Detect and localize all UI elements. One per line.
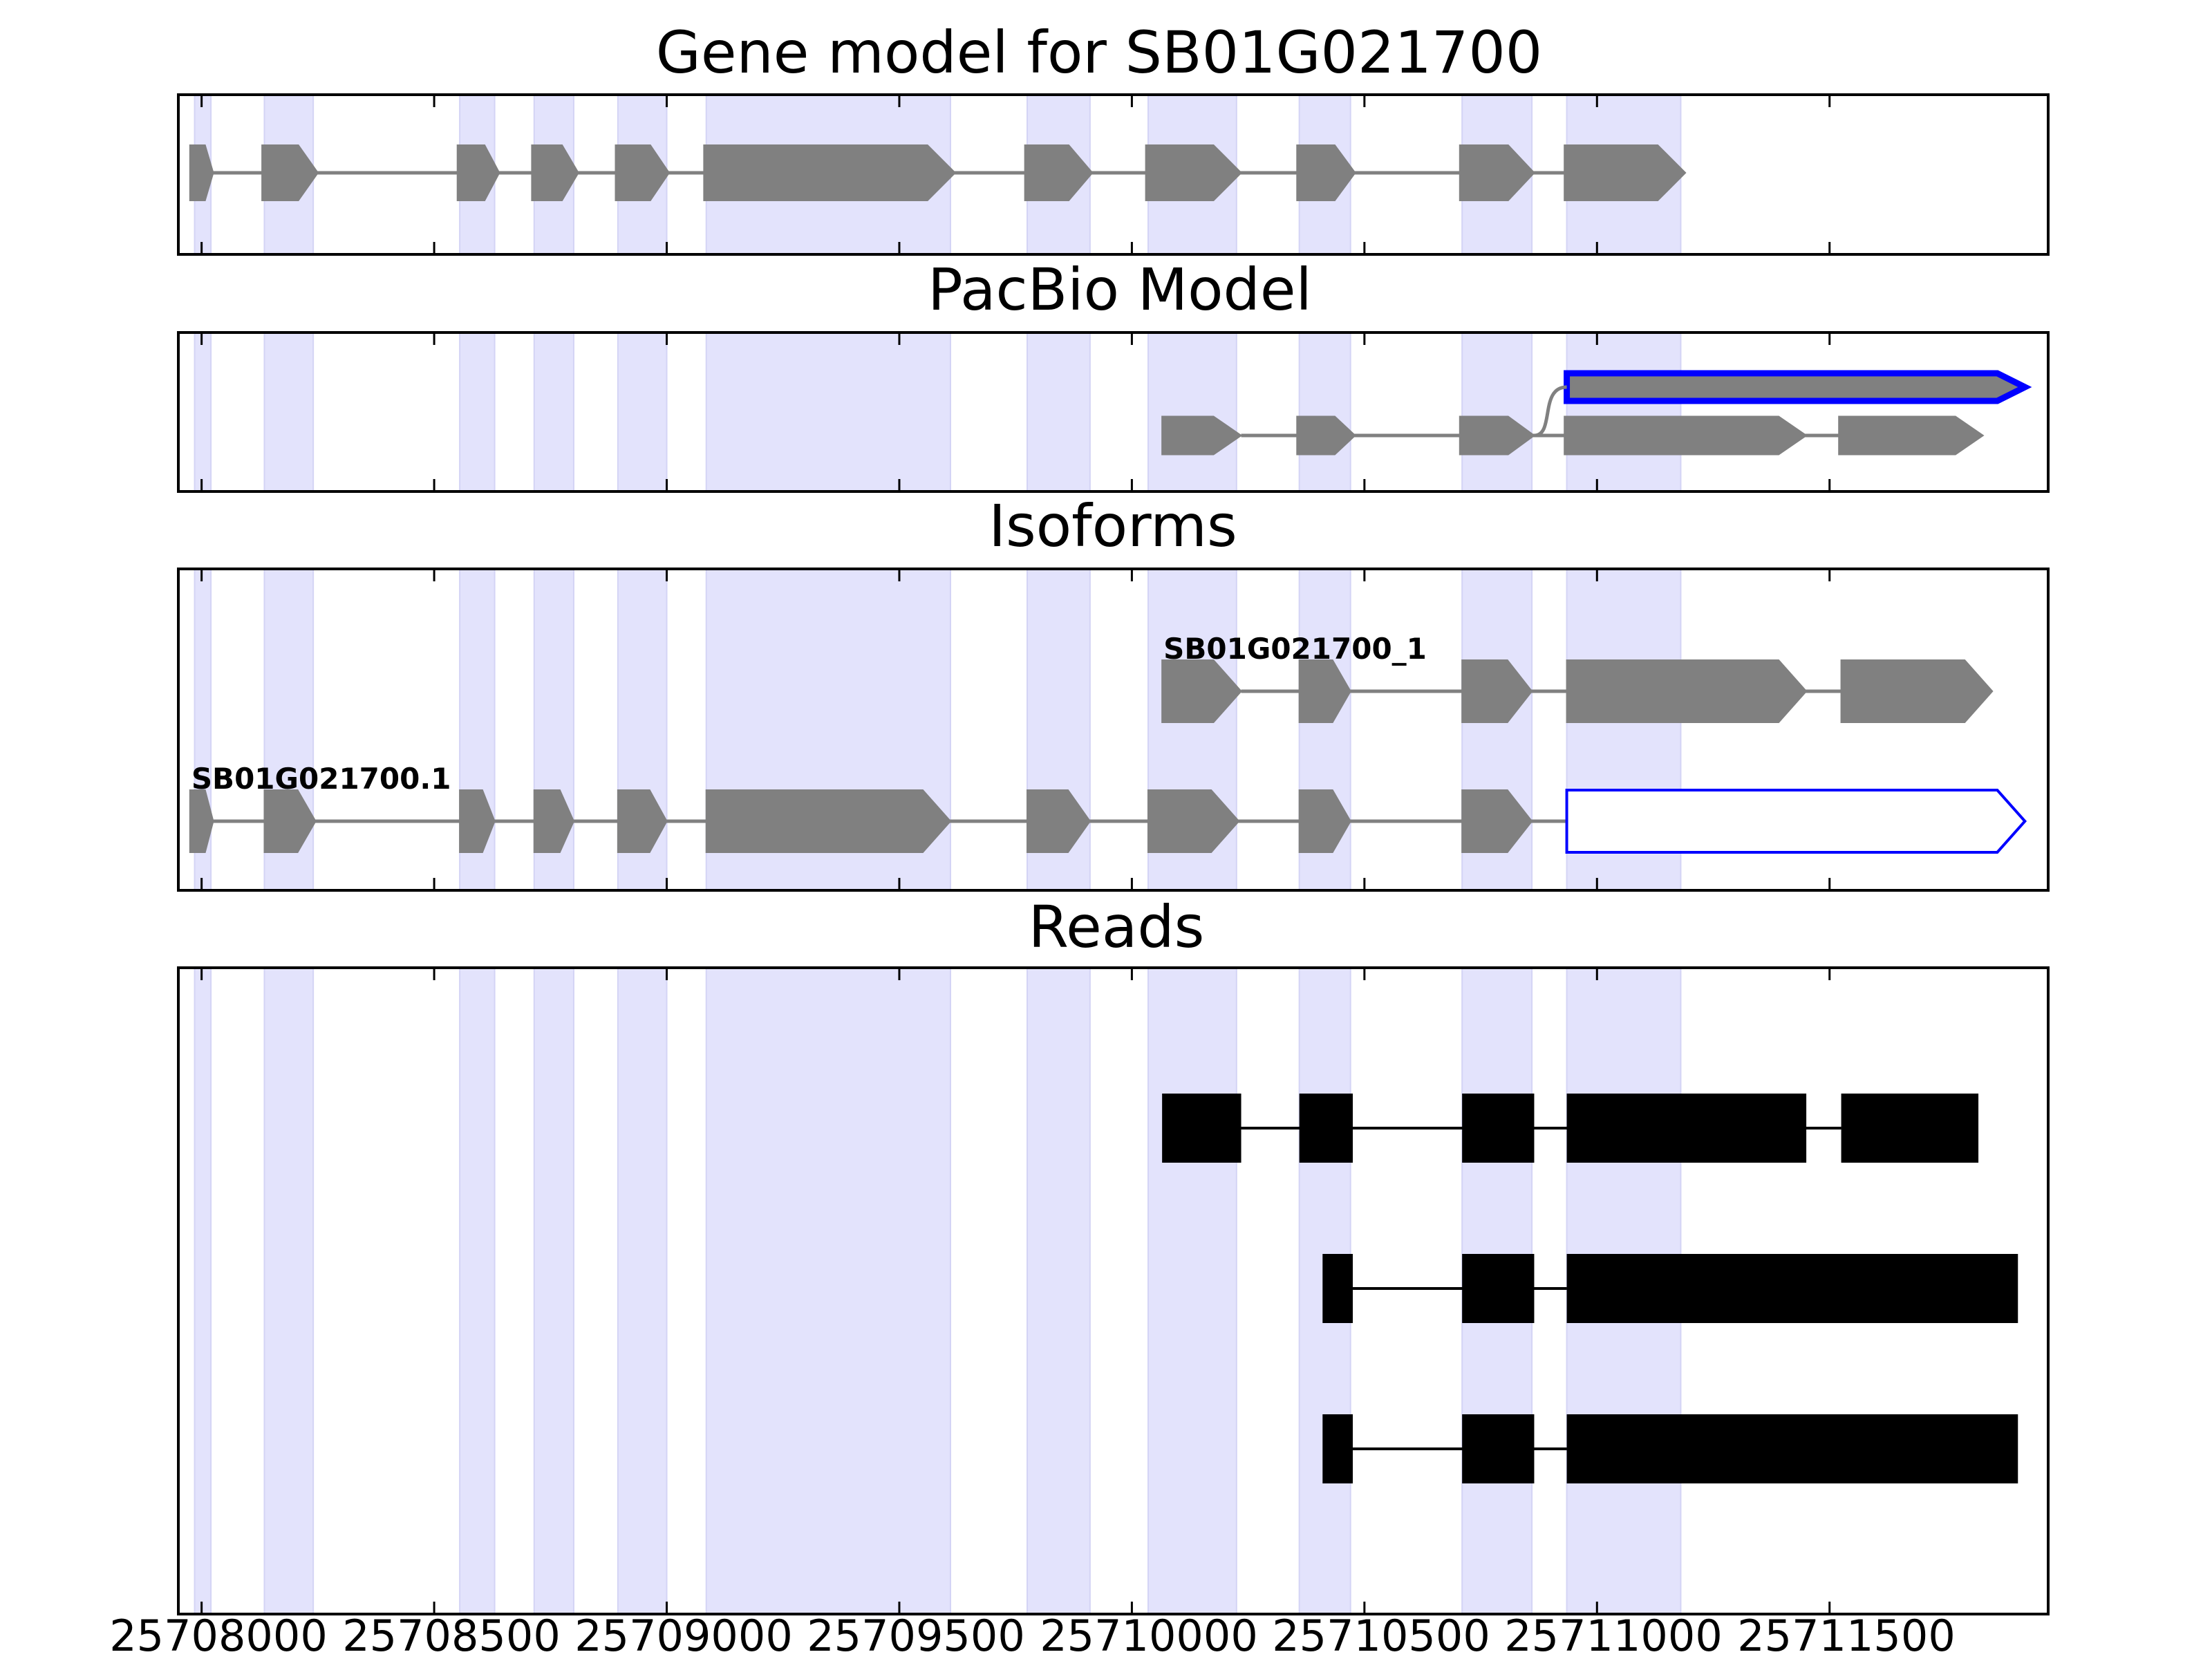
exon-arrow	[1296, 415, 1356, 456]
x-tick-label: 25709000	[574, 1611, 793, 1659]
panel-frame	[177, 966, 2050, 1615]
exon-region-shade	[617, 967, 668, 1615]
panel-pacbio-model: PacBio Model	[177, 256, 2050, 493]
isoform-label: SB01G021700.1	[191, 762, 451, 796]
panel-frame	[177, 331, 2050, 493]
x-tick-label: 25710500	[1272, 1611, 1490, 1659]
read-exon-block	[1322, 1254, 1353, 1323]
x-tick-label: 25710000	[1040, 1611, 1258, 1659]
exon-region-shade	[1147, 332, 1237, 492]
panel-frame	[177, 93, 2050, 256]
exon-arrow	[1459, 415, 1536, 456]
exon-arrow	[189, 144, 214, 201]
exon-region-shade	[533, 967, 574, 1615]
read-exon-block	[1841, 1094, 1979, 1163]
panel-contents	[177, 93, 2050, 256]
exon-region-shade	[459, 967, 496, 1615]
exon-arrow	[705, 789, 952, 853]
read-exon-block	[1299, 1094, 1353, 1163]
exon-region-shade	[617, 332, 668, 492]
exon-arrow	[456, 144, 500, 201]
exon-arrow	[1161, 659, 1242, 723]
read-exon-block	[1462, 1094, 1535, 1163]
exon-arrow	[1461, 789, 1533, 853]
exon-arrow	[1566, 659, 1808, 723]
exon-region-shade	[263, 332, 315, 492]
exon-arrow	[1027, 789, 1091, 853]
exon-arrow	[531, 144, 579, 201]
panel-title-gene-model: Gene model for SB01G021700	[656, 19, 1542, 86]
exon-region-shade	[1147, 967, 1237, 1615]
exon-arrow	[1564, 144, 1687, 201]
x-tick-label: 25708000	[109, 1611, 328, 1659]
exon-region-shade	[1461, 332, 1533, 492]
exon-region-shade	[705, 967, 951, 1615]
exon-arrow	[263, 789, 317, 853]
panel-title-pacbio-model: PacBio Model	[928, 256, 1312, 324]
exon-arrow	[1459, 144, 1535, 201]
exon-region-shade	[1566, 332, 1682, 492]
exon-region-shade	[705, 332, 951, 492]
panel-contents	[177, 966, 2050, 1615]
read-exon-block	[1566, 1094, 1807, 1163]
panel-isoforms: Isoforms SB01G021700.1 SB01G021700_1	[177, 492, 2050, 892]
exon-arrow	[1564, 415, 1808, 456]
exon-arrow	[459, 789, 496, 853]
exon-region-shade	[459, 332, 496, 492]
x-tick-label: 25711500	[1737, 1611, 1956, 1659]
exon-region-shade	[263, 967, 315, 1615]
connector-curve	[1534, 385, 1567, 438]
highlighted-exon	[1565, 789, 2027, 854]
exon-arrow	[615, 144, 671, 201]
exon-arrow	[1024, 144, 1094, 201]
exon-arrow	[1298, 659, 1351, 723]
read-exon-block	[1566, 1254, 2018, 1323]
read-exon-block	[1162, 1094, 1241, 1163]
exon-region-shade	[1027, 332, 1091, 492]
read-exon-block	[1566, 1414, 2018, 1483]
exon-region-shade	[194, 332, 212, 492]
x-tick-label: 25709500	[807, 1611, 1025, 1659]
exon-arrow	[1296, 144, 1356, 201]
highlighted-exon	[1564, 370, 2032, 404]
read-exon-block	[1322, 1414, 1353, 1483]
exon-arrow	[703, 144, 957, 201]
x-tick-label: 25708500	[342, 1611, 561, 1659]
exon-region-shade	[1298, 332, 1351, 492]
exon-arrow	[533, 789, 575, 853]
panel-contents: SB01G021700.1 SB01G021700_1	[177, 568, 2050, 892]
panel-reads: Reads	[177, 893, 2050, 1615]
exon-arrow	[1147, 789, 1240, 853]
exon-region-shade	[1027, 967, 1091, 1615]
x-axis-tick-labels: 25708000 25708500 25709000 25709500 2571…	[109, 1611, 1956, 1659]
panel-title-isoforms: Isoforms	[988, 492, 1237, 560]
panel-gene-model: Gene model for SB01G021700	[177, 19, 2050, 256]
exon-arrow	[1298, 789, 1351, 853]
read-exon-block	[1462, 1254, 1535, 1323]
read-exon-block	[1462, 1414, 1535, 1483]
exon-arrow	[1840, 659, 1994, 723]
panel-frame	[177, 568, 2050, 892]
exon-region-shade	[194, 967, 212, 1615]
isoform-label: SB01G021700_1	[1163, 632, 1427, 666]
x-tick-label: 25711000	[1504, 1611, 1723, 1659]
exon-arrow	[261, 144, 319, 201]
exon-region-shade	[533, 332, 574, 492]
exon-arrow	[1161, 415, 1243, 456]
exon-arrow	[617, 789, 668, 853]
exon-arrow	[1145, 144, 1242, 201]
exon-arrow	[1838, 415, 1985, 456]
panel-title-reads: Reads	[1029, 893, 1205, 961]
exon-arrow	[1461, 659, 1533, 723]
exon-arrow	[189, 789, 214, 853]
panel-contents	[177, 331, 2050, 493]
